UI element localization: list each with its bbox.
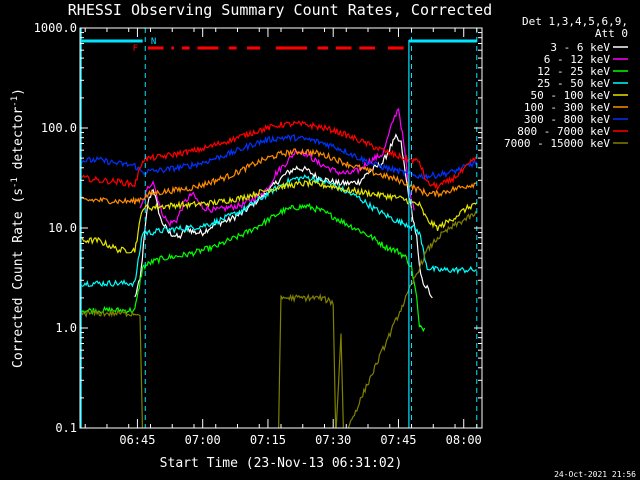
legend-entry-label-1: 6 - 12 keV xyxy=(544,53,611,66)
plot-frame xyxy=(79,27,483,429)
y-tick-label-4: 1000.0 xyxy=(34,21,77,35)
series-line-5 xyxy=(80,148,477,205)
legend-entry-label-8: 7000 - 15000 keV xyxy=(504,137,610,150)
x-tick-label-5: 08:00 xyxy=(446,433,482,447)
series-line-1 xyxy=(139,107,415,228)
legend-entry-label-3: 25 - 50 keV xyxy=(537,77,610,90)
y-tick-label-0: 0.1 xyxy=(55,421,77,435)
night-label: N xyxy=(151,37,156,47)
legend-header-attenuator: Att 0 xyxy=(595,27,628,40)
x-axis-label: Start Time (23-Nov-13 06:31:02) xyxy=(160,456,403,471)
legend-entry-label-7: 800 - 7000 keV xyxy=(517,125,610,138)
legend-header-detectors: Det 1,3,4,5,6,9, xyxy=(522,15,628,28)
flare-label: F xyxy=(133,44,138,54)
legend-entry-label-0: 3 - 6 keV xyxy=(550,41,610,54)
x-tick-label-2: 07:15 xyxy=(250,433,286,447)
plot-area: NF xyxy=(80,28,478,428)
axes: 0.1 1.0 10.0 100.0 1000.0 06:45 07:00 07:15 07:3… xyxy=(34,21,482,447)
y-axis-label: Corrected Count Rate (s-1 detector-1) xyxy=(10,88,26,368)
x-tick-label-3: 07:30 xyxy=(315,433,351,447)
series-line-7 xyxy=(80,120,478,191)
y-tick-label-1: 1.0 xyxy=(55,321,77,335)
legend-entry-label-5: 100 - 300 keV xyxy=(524,101,610,114)
legend-entry-label-4: 50 - 100 keV xyxy=(531,89,611,102)
footer-date: 24-Oct-2021 21:56 xyxy=(554,470,636,479)
legend-entry-label-6: 300 - 800 keV xyxy=(524,113,610,126)
y-tick-label-3: 100.0 xyxy=(41,121,77,135)
chart-title: RHESSI Observing Summary Count Rates, Co… xyxy=(68,1,492,19)
x-tick-label-0: 06:45 xyxy=(119,433,155,447)
x-tick-label-4: 07:45 xyxy=(380,433,416,447)
legend-entry-label-2: 12 - 25 keV xyxy=(537,65,610,78)
x-tick-label-1: 07:00 xyxy=(185,433,221,447)
series-line-0 xyxy=(134,133,433,299)
series-line-2 xyxy=(80,202,426,333)
y-tick-label-2: 10.0 xyxy=(48,221,77,235)
series-line-3 xyxy=(80,174,477,288)
